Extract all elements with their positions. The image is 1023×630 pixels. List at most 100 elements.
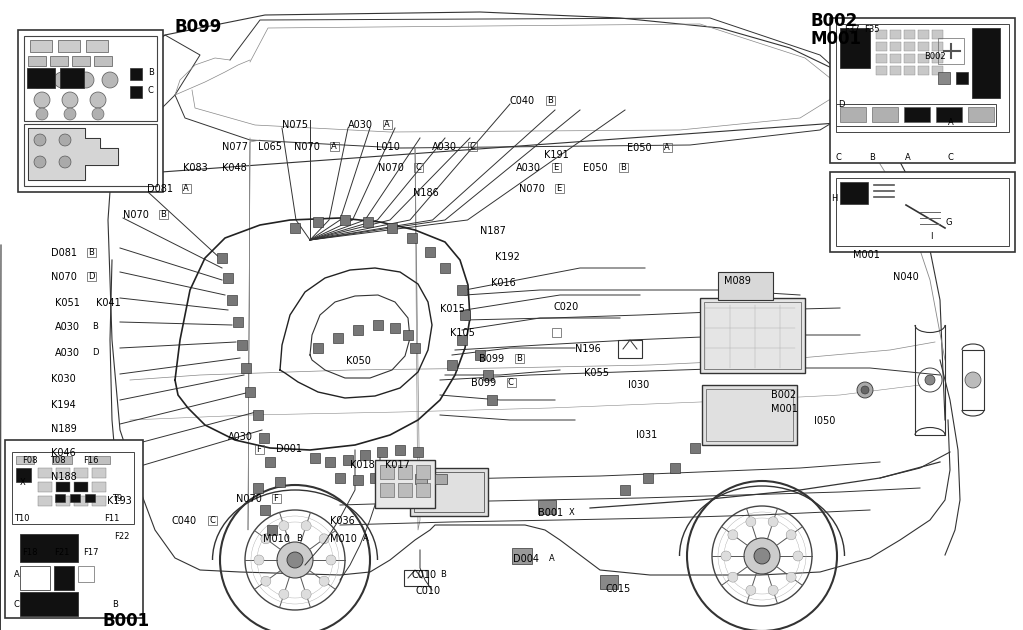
Text: B002: B002 <box>810 12 857 30</box>
Bar <box>383 120 392 129</box>
Text: K030: K030 <box>51 374 76 384</box>
Circle shape <box>965 372 981 388</box>
Bar <box>512 548 532 564</box>
Text: A030: A030 <box>348 120 373 130</box>
Text: B: B <box>112 600 118 609</box>
Bar <box>233 317 243 327</box>
Text: B: B <box>620 163 626 172</box>
Text: C010: C010 <box>416 586 441 596</box>
Text: X: X <box>569 508 575 517</box>
Circle shape <box>102 72 118 88</box>
Text: L010: L010 <box>376 142 400 152</box>
Text: K192: K192 <box>495 252 520 262</box>
Bar <box>706 389 793 441</box>
Bar <box>20 566 50 590</box>
Text: K055: K055 <box>584 368 609 378</box>
Bar <box>890 30 901 39</box>
Bar <box>936 107 962 122</box>
Text: B099: B099 <box>175 18 222 36</box>
Text: K083: K083 <box>183 163 208 173</box>
Text: C: C <box>469 142 475 151</box>
Text: B099: B099 <box>471 378 496 388</box>
Bar <box>241 363 251 373</box>
Text: M001: M001 <box>810 30 861 48</box>
Bar <box>78 566 94 582</box>
Bar <box>16 468 31 482</box>
Bar <box>74 468 88 478</box>
Circle shape <box>261 534 271 544</box>
Text: G: G <box>946 218 952 227</box>
Text: C: C <box>14 600 19 609</box>
Text: C: C <box>415 163 420 172</box>
Text: N040: N040 <box>893 272 919 282</box>
Text: K105: K105 <box>450 328 475 338</box>
Bar <box>54 566 74 590</box>
Circle shape <box>768 585 779 595</box>
Bar <box>447 360 457 370</box>
Bar <box>253 410 263 420</box>
Circle shape <box>857 382 873 398</box>
Bar <box>5 440 143 618</box>
Text: B: B <box>148 68 153 77</box>
Bar <box>836 178 1009 246</box>
Text: M001: M001 <box>771 404 798 414</box>
Bar <box>58 40 80 52</box>
Bar <box>85 494 95 502</box>
Bar <box>50 56 68 66</box>
Text: A: A <box>331 142 337 151</box>
Polygon shape <box>28 128 118 180</box>
Bar <box>938 72 950 84</box>
Text: K036: K036 <box>330 516 355 526</box>
Circle shape <box>721 551 731 561</box>
Bar <box>410 468 488 516</box>
Bar <box>86 40 108 52</box>
Text: K048: K048 <box>222 163 247 173</box>
Bar <box>938 38 964 64</box>
Bar <box>24 36 157 121</box>
Bar <box>890 54 901 63</box>
Bar <box>932 66 943 75</box>
Bar <box>876 30 887 39</box>
Text: A: A <box>14 570 19 579</box>
Text: N187: N187 <box>480 226 506 236</box>
Bar <box>380 483 394 497</box>
Bar <box>932 30 943 39</box>
Text: M010: M010 <box>263 534 290 544</box>
Bar <box>223 273 233 283</box>
Text: K017: K017 <box>385 460 410 470</box>
Bar <box>932 54 943 63</box>
Text: E: E <box>553 163 559 172</box>
Text: D001: D001 <box>276 444 302 454</box>
Text: K051: K051 <box>55 298 80 308</box>
Circle shape <box>768 517 779 527</box>
Text: F21: F21 <box>54 548 70 557</box>
Circle shape <box>746 517 756 527</box>
Bar <box>265 457 275 467</box>
Bar <box>403 467 413 477</box>
Text: F17: F17 <box>83 548 98 557</box>
Bar <box>555 184 564 193</box>
Text: B: B <box>547 96 552 105</box>
Bar <box>340 215 350 225</box>
Text: F: F <box>273 494 278 503</box>
Text: N070: N070 <box>519 184 545 194</box>
Bar <box>836 24 1009 132</box>
Bar <box>904 30 915 39</box>
Text: K041: K041 <box>96 298 121 308</box>
Bar <box>360 450 370 460</box>
Bar <box>876 66 887 75</box>
Bar <box>217 253 227 263</box>
Text: C010: C010 <box>412 570 437 580</box>
Bar <box>904 42 915 51</box>
Text: N075: N075 <box>282 120 308 130</box>
Bar <box>182 184 191 193</box>
Bar <box>918 30 929 39</box>
Bar <box>24 124 157 186</box>
Text: A: A <box>183 184 189 193</box>
Bar <box>335 473 345 483</box>
Bar <box>208 516 217 525</box>
Bar <box>932 42 943 51</box>
Text: B002: B002 <box>924 52 945 61</box>
Circle shape <box>277 542 313 578</box>
Text: D: D <box>88 272 94 281</box>
